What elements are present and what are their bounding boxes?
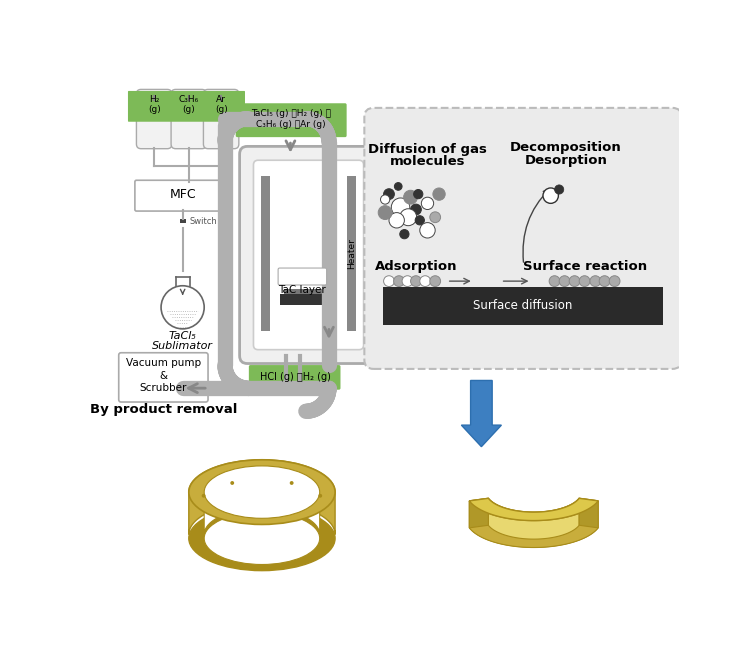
FancyArrow shape [461, 381, 501, 447]
FancyBboxPatch shape [253, 160, 364, 349]
Circle shape [404, 190, 417, 204]
Ellipse shape [204, 466, 320, 518]
Bar [180, 218, 186, 223]
FancyBboxPatch shape [135, 180, 231, 211]
Circle shape [378, 206, 392, 220]
Text: TaC layer: TaC layer [278, 285, 327, 295]
Polygon shape [469, 498, 598, 520]
Circle shape [559, 276, 570, 287]
Circle shape [549, 276, 560, 287]
Ellipse shape [204, 512, 320, 564]
Text: Sublimator: Sublimator [152, 341, 213, 351]
Bar [280, 294, 333, 305]
Text: By product removal: By product removal [90, 403, 237, 416]
Polygon shape [189, 460, 335, 534]
Circle shape [394, 276, 404, 287]
Bar [284, 289, 329, 294]
Circle shape [433, 188, 445, 200]
Polygon shape [488, 498, 579, 539]
Bar [261, 176, 271, 331]
Bar [383, 287, 663, 325]
Ellipse shape [189, 460, 335, 524]
FancyBboxPatch shape [236, 104, 347, 137]
Circle shape [318, 494, 322, 498]
Circle shape [383, 276, 395, 287]
Text: H₂
(g): H₂ (g) [147, 95, 160, 114]
FancyBboxPatch shape [278, 268, 327, 285]
Circle shape [231, 481, 234, 485]
Circle shape [380, 195, 390, 204]
Text: Ar
(g): Ar (g) [215, 95, 228, 114]
FancyBboxPatch shape [128, 91, 245, 122]
Circle shape [420, 222, 435, 238]
Circle shape [400, 208, 417, 226]
Circle shape [415, 216, 424, 225]
Text: Switch: Switch [190, 216, 217, 226]
Circle shape [395, 182, 402, 190]
Circle shape [555, 185, 564, 194]
Polygon shape [469, 501, 598, 548]
FancyBboxPatch shape [119, 353, 208, 402]
Circle shape [411, 276, 421, 287]
Text: TaCl₅ (g) 、H₂ (g) 、
C₃H₆ (g) 、Ar (g): TaCl₅ (g) 、H₂ (g) 、 C₃H₆ (g) 、Ar (g) [251, 110, 331, 130]
Text: TaCl₅: TaCl₅ [169, 331, 197, 341]
FancyBboxPatch shape [249, 365, 340, 389]
Circle shape [402, 276, 413, 287]
FancyBboxPatch shape [136, 90, 172, 149]
Circle shape [411, 204, 421, 215]
Circle shape [400, 230, 409, 238]
Circle shape [430, 276, 441, 287]
Text: Decomposition: Decomposition [510, 142, 622, 154]
Circle shape [290, 481, 293, 485]
Circle shape [420, 276, 431, 287]
Ellipse shape [189, 506, 335, 570]
Circle shape [389, 212, 404, 228]
Circle shape [161, 286, 204, 329]
Text: molecules: molecules [390, 155, 465, 168]
Polygon shape [469, 498, 598, 520]
Text: HCl (g) 、H₂ (g): HCl (g) 、H₂ (g) [259, 371, 330, 381]
Circle shape [392, 198, 410, 216]
Circle shape [414, 190, 423, 199]
Circle shape [202, 494, 206, 498]
FancyBboxPatch shape [240, 146, 377, 363]
Polygon shape [204, 466, 320, 534]
FancyBboxPatch shape [171, 90, 206, 149]
Polygon shape [469, 525, 598, 548]
Text: Heater: Heater [347, 238, 356, 269]
Circle shape [600, 276, 610, 287]
FancyBboxPatch shape [203, 90, 239, 149]
Circle shape [430, 212, 441, 222]
Circle shape [609, 276, 620, 287]
Text: C₃H₆
(g): C₃H₆ (g) [178, 95, 199, 114]
Bar [347, 176, 356, 331]
Text: Surface diffusion: Surface diffusion [473, 299, 572, 312]
FancyBboxPatch shape [364, 108, 682, 369]
Polygon shape [579, 498, 598, 528]
Text: Vacuum pump
&
Scrubber: Vacuum pump & Scrubber [125, 359, 201, 393]
Text: Diffusion of gas: Diffusion of gas [368, 143, 487, 156]
Text: MFC: MFC [169, 188, 196, 201]
Circle shape [579, 276, 590, 287]
Circle shape [590, 276, 601, 287]
Text: Surface reaction: Surface reaction [523, 260, 647, 273]
Circle shape [421, 197, 434, 210]
Text: Desorption: Desorption [525, 154, 608, 167]
Polygon shape [469, 498, 488, 528]
Text: Adsorption: Adsorption [375, 260, 457, 273]
Circle shape [543, 188, 559, 203]
Circle shape [383, 189, 395, 200]
Circle shape [569, 276, 580, 287]
